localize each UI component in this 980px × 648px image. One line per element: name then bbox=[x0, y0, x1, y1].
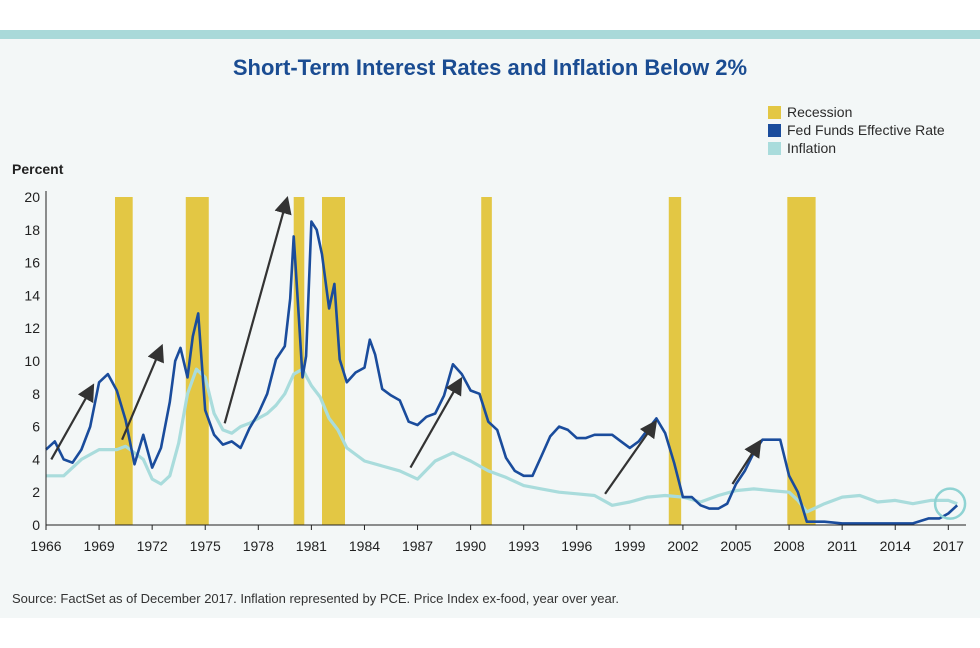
top-rule bbox=[0, 30, 980, 39]
legend-item-fed-funds: Fed Funds Effective Rate bbox=[768, 121, 945, 139]
trend-arrow-5 bbox=[731, 439, 762, 485]
y-tick-label: 14 bbox=[24, 287, 40, 303]
x-tick-label: 2008 bbox=[773, 538, 804, 554]
y-tick-label: 18 bbox=[24, 222, 40, 238]
legend-label-inflation: Inflation bbox=[787, 140, 837, 156]
series-line-inflation bbox=[46, 367, 958, 514]
trend-arrow-2 bbox=[223, 196, 292, 424]
recession-band-1 bbox=[185, 197, 209, 525]
x-tick-label: 2011 bbox=[827, 538, 857, 554]
recession-band-2 bbox=[293, 197, 305, 525]
trend-arrow-4 bbox=[604, 419, 658, 495]
x-tick-label: 1996 bbox=[561, 538, 592, 554]
x-tick-label: 1978 bbox=[243, 538, 274, 554]
recession-band-0 bbox=[115, 197, 133, 525]
y-tick-label: 12 bbox=[24, 320, 40, 336]
source-note: Source: FactSet as of December 2017. Inf… bbox=[12, 591, 619, 606]
recession-band-6 bbox=[787, 197, 816, 525]
legend-label-recession: Recession bbox=[787, 104, 853, 120]
y-tick-label: 2 bbox=[32, 484, 40, 500]
recession-band-5 bbox=[668, 197, 682, 525]
chart-title: Short-Term Interest Rates and Inflation … bbox=[232, 55, 748, 80]
x-tick-label: 1990 bbox=[455, 538, 486, 554]
recession-band-4 bbox=[481, 197, 492, 525]
y-tick-label: 8 bbox=[32, 386, 40, 402]
y-axis-label: Percent bbox=[12, 161, 64, 177]
legend-item-recession: Recession bbox=[768, 103, 945, 121]
trend-arrow-1 bbox=[121, 343, 164, 441]
x-tick-label: 2017 bbox=[933, 538, 964, 554]
x-tick-label: 2005 bbox=[720, 538, 751, 554]
y-tick-label: 20 bbox=[24, 189, 40, 205]
legend: Recession Fed Funds Effective Rate Infla… bbox=[768, 103, 945, 157]
x-tick-label: 1987 bbox=[402, 538, 433, 554]
x-tick-label: 1999 bbox=[614, 538, 645, 554]
legend-item-inflation: Inflation bbox=[768, 139, 945, 157]
x-tick-label: 1966 bbox=[30, 538, 61, 554]
y-tick-label: 16 bbox=[24, 255, 40, 271]
y-tick-label: 0 bbox=[32, 517, 40, 533]
highlight-circle bbox=[933, 487, 967, 520]
y-tick-label: 6 bbox=[32, 419, 40, 435]
x-tick-label: 1984 bbox=[349, 538, 380, 554]
legend-swatch-fed-funds bbox=[768, 123, 781, 137]
legend-swatch-inflation bbox=[768, 141, 781, 155]
legend-label-fed-funds: Fed Funds Effective Rate bbox=[787, 122, 945, 138]
trend-arrow-3 bbox=[409, 376, 463, 469]
recession-band-3 bbox=[322, 197, 345, 525]
x-tick-label: 1981 bbox=[296, 538, 327, 554]
x-tick-label: 1975 bbox=[190, 538, 221, 554]
x-tick-label: 1972 bbox=[137, 538, 168, 554]
x-tick-label: 2002 bbox=[667, 538, 698, 554]
trend-arrow-0 bbox=[50, 383, 95, 460]
x-tick-label: 2014 bbox=[880, 538, 911, 554]
x-tick-label: 1993 bbox=[508, 538, 539, 554]
x-tick-label: 1969 bbox=[83, 538, 114, 554]
y-tick-label: 4 bbox=[32, 451, 40, 467]
series-line-fed-funds bbox=[45, 220, 959, 525]
legend-swatch-recession bbox=[768, 105, 781, 119]
y-tick-label: 10 bbox=[24, 353, 40, 369]
